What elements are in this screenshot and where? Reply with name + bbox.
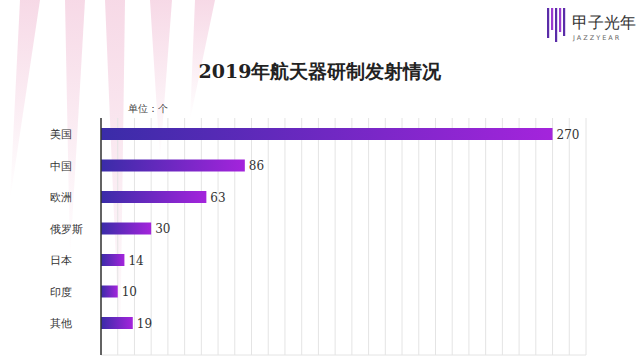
grid-line	[218, 118, 219, 355]
chart: 甲子光年 JAZZYEAR 2019年航天器研制发射情况单位：个 270 美国 86 中国 6…	[0, 0, 640, 361]
grid-line	[301, 118, 302, 355]
bar	[101, 223, 151, 235]
brand-tagline: JAZZYEAR	[572, 34, 621, 42]
grid-line	[268, 118, 269, 355]
grid-line	[201, 118, 202, 355]
bar	[101, 160, 245, 172]
grid-line	[167, 118, 168, 355]
bar	[101, 191, 206, 203]
logo-bar	[551, 8, 553, 30]
grid-line	[318, 118, 319, 355]
category-label: 俄罗斯	[50, 223, 83, 236]
grid-line	[535, 118, 536, 355]
data-label: 30	[155, 222, 170, 236]
title: 2019年航天器研制发射情况	[199, 60, 443, 82]
grid-line	[402, 118, 403, 355]
bars	[101, 128, 553, 329]
logo-bar	[559, 8, 561, 32]
decor-streak	[10, 0, 40, 200]
grid-line	[569, 118, 570, 355]
grid-line	[251, 118, 252, 355]
grid-line	[234, 118, 235, 355]
data-label: 10	[122, 285, 137, 299]
unit-label: 单位：个	[128, 103, 168, 114]
logo-bar	[563, 8, 565, 36]
grid-line	[101, 118, 102, 355]
decor-streak	[105, 0, 125, 360]
category-label: 印度	[50, 286, 72, 299]
grid-line	[502, 118, 503, 355]
bar	[101, 128, 553, 140]
data-label: 63	[210, 191, 225, 205]
grid-line	[134, 118, 135, 355]
logo-bar	[555, 8, 557, 42]
category-label: 美国	[50, 128, 72, 141]
grid-line	[385, 118, 386, 355]
grid-line	[184, 118, 185, 355]
grid-line	[519, 118, 520, 355]
category-label: 日本	[50, 254, 72, 267]
y-axis-line	[100, 118, 102, 355]
data-label: 86	[249, 159, 264, 173]
data-label: 270	[557, 128, 580, 142]
category-label: 中国	[50, 160, 72, 173]
category-label: 其他	[50, 317, 72, 330]
x-axis-line	[101, 355, 586, 356]
grid-line	[485, 118, 486, 355]
grid-line	[351, 118, 352, 355]
grid-line	[284, 118, 285, 355]
logo: 甲子光年 JAZZYEAR	[547, 8, 636, 42]
grid-line	[586, 118, 587, 355]
grid-line	[452, 118, 453, 355]
grid-line	[418, 118, 419, 355]
grid-line	[435, 118, 436, 355]
bar	[101, 254, 124, 266]
data-label: 14	[128, 254, 144, 268]
grid-line	[335, 118, 336, 355]
logo-bar	[547, 8, 549, 38]
grid-line	[368, 118, 369, 355]
category-label: 欧洲	[50, 191, 72, 204]
bar	[101, 317, 133, 329]
grid-line	[468, 118, 469, 355]
grid-line	[552, 118, 553, 355]
bar	[101, 286, 118, 298]
data-label: 19	[137, 317, 152, 331]
brand-name: 甲子光年	[572, 13, 636, 32]
